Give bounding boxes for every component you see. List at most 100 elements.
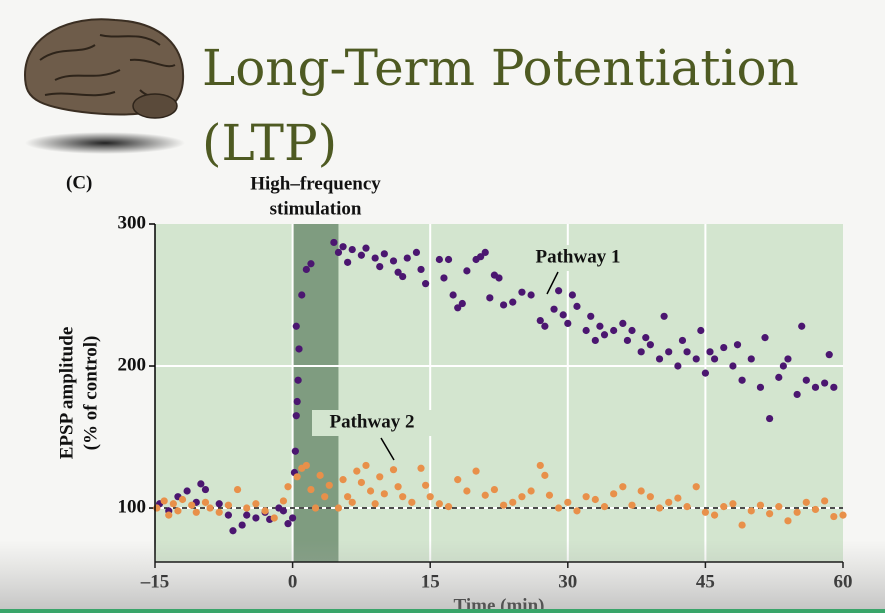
data-point — [201, 485, 210, 494]
data-point — [197, 480, 205, 488]
data-point — [600, 503, 609, 511]
data-point — [628, 326, 636, 335]
data-point — [357, 478, 365, 487]
data-point — [394, 483, 402, 491]
data-point — [738, 376, 746, 384]
data-point — [486, 294, 494, 302]
data-point — [412, 248, 421, 257]
data-point — [646, 493, 654, 501]
data-point — [399, 493, 407, 501]
data-point — [582, 493, 590, 501]
data-point — [646, 341, 654, 349]
data-point — [665, 348, 673, 356]
data-point — [692, 483, 700, 491]
data-point — [775, 373, 783, 381]
data-point — [325, 481, 333, 489]
data-point — [821, 379, 829, 387]
data-point — [697, 326, 705, 335]
data-point — [394, 268, 402, 276]
data-point — [284, 483, 292, 491]
data-point — [321, 493, 329, 501]
data-point — [444, 255, 453, 264]
data-point — [490, 485, 499, 494]
data-point — [710, 355, 719, 363]
label-pointer — [380, 437, 395, 461]
data-point — [408, 498, 416, 506]
data-point — [311, 504, 320, 512]
data-point — [435, 255, 443, 264]
data-point — [339, 243, 347, 251]
data-point — [284, 520, 292, 528]
data-point — [600, 331, 609, 339]
data-point — [802, 498, 810, 506]
data-point — [495, 274, 503, 282]
data-point — [564, 498, 572, 506]
data-point — [293, 473, 301, 481]
data-point — [477, 253, 485, 261]
data-point — [192, 508, 200, 516]
data-point — [518, 288, 526, 296]
data-point — [243, 511, 251, 519]
data-point — [798, 322, 806, 330]
data-point — [568, 291, 576, 299]
data-point — [261, 507, 269, 515]
brain-icon — [23, 18, 185, 154]
data-point — [389, 257, 398, 265]
data-point — [295, 345, 303, 353]
data-point — [417, 265, 425, 274]
data-point — [738, 521, 746, 529]
data-point — [238, 521, 246, 529]
y-axis-label: EPSP amplitude (% of control) — [56, 327, 101, 460]
data-point — [165, 511, 173, 519]
data-point — [821, 497, 829, 505]
data-point — [252, 514, 260, 522]
annotation: stimulation — [270, 198, 362, 219]
data-point — [660, 312, 668, 320]
data-point — [292, 322, 300, 330]
data-point — [692, 355, 700, 363]
data-point — [201, 498, 210, 506]
data-point — [573, 302, 581, 310]
data-point — [541, 322, 549, 330]
data-point — [683, 348, 691, 356]
data-point — [766, 510, 774, 518]
data-point — [330, 238, 338, 247]
y-axis-label-line: (% of control) — [80, 336, 101, 451]
data-point — [720, 343, 728, 352]
data-point — [449, 291, 457, 299]
data-point — [174, 507, 182, 515]
data-point — [536, 316, 544, 325]
data-point — [518, 493, 526, 501]
data-point — [399, 272, 407, 281]
data-point — [527, 291, 535, 299]
data-point — [706, 348, 714, 356]
data-point — [756, 501, 765, 509]
data-point — [811, 505, 820, 514]
data-point — [366, 487, 375, 495]
data-point — [701, 369, 710, 377]
data-point — [830, 383, 838, 391]
y-axis-label-line: EPSP amplitude — [56, 327, 77, 460]
data-point — [233, 485, 242, 494]
data-point — [289, 514, 297, 522]
data-point — [252, 500, 260, 508]
data-point — [307, 485, 315, 494]
data-point — [440, 274, 448, 282]
data-point — [380, 250, 388, 258]
data-point — [779, 362, 787, 370]
data-point — [229, 527, 237, 535]
data-point — [291, 447, 299, 455]
data-point — [655, 355, 664, 363]
data-point — [665, 498, 673, 506]
data-point — [279, 497, 288, 505]
data-point — [215, 508, 223, 516]
data-point — [729, 500, 737, 508]
data-point — [339, 476, 347, 484]
data-point — [169, 500, 177, 508]
data-point — [417, 464, 425, 472]
label-bg — [518, 245, 638, 271]
data-point — [623, 336, 632, 345]
data-point — [733, 341, 742, 349]
data-point — [839, 511, 847, 519]
